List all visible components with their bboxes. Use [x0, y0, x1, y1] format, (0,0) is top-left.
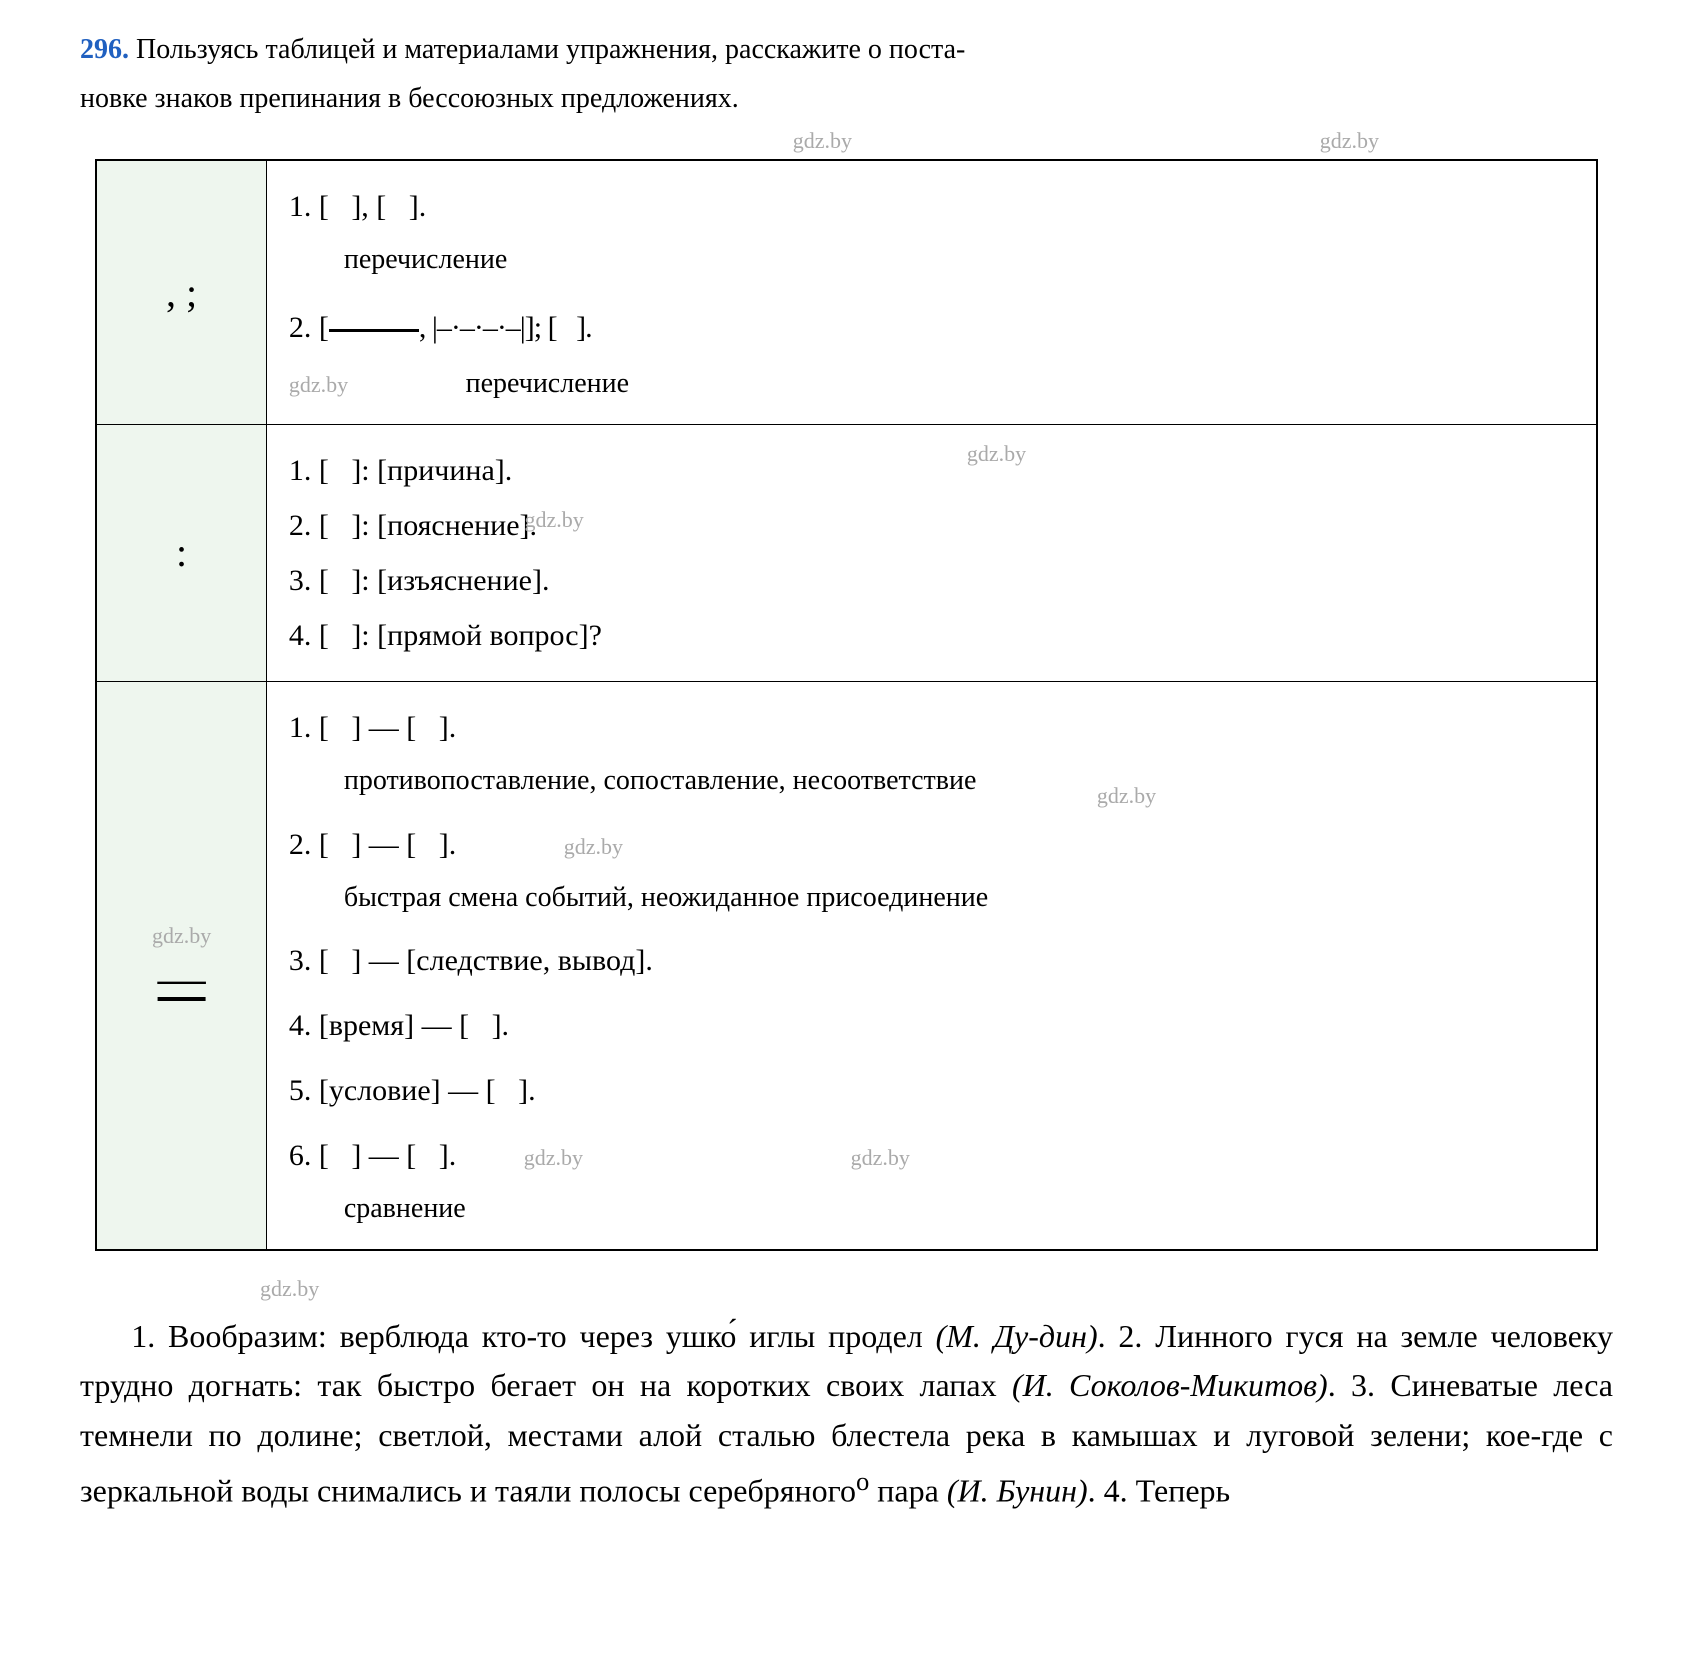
rules-cell-3: 1. [ ] — [ ]. противопоставление, сопост…: [266, 681, 1596, 1249]
exercise-text-line1: Пользуясь таблицей и материалами упражне…: [136, 34, 965, 65]
watermark: gdz.by: [260, 1276, 319, 1301]
watermark: gdz.by: [1097, 777, 1156, 814]
citation: (И. Бунин): [947, 1472, 1088, 1508]
watermark: gdz.by: [564, 834, 623, 859]
citation: (И. Соколов-Микитов): [1012, 1367, 1328, 1403]
watermark-row-mid: gdz.by: [260, 1276, 1613, 1302]
superscript: о: [856, 1466, 869, 1496]
reading-part: 1. Вообразим: верблюда кто-то через ушко…: [131, 1318, 935, 1354]
table-row: : 1. [ ]: [причина]. gdz.by 2. [ ]: [поя…: [96, 424, 1596, 681]
table-row: gdz.by — 1. [ ] — [ ]. противопоставлени…: [96, 681, 1596, 1249]
symbol-cell-comma: , ;: [96, 160, 266, 424]
schema-line: 1. [ ] — [ ].: [289, 702, 1574, 753]
exercise-header: 296. Пользуясь таблицей и материалами уп…: [80, 30, 1613, 69]
schema-label: перечисление: [466, 368, 629, 399]
schema-line: 1. [ ]: [причина]. gdz.by: [289, 445, 1574, 496]
schema-label: противопоставление, сопоставление, несоо…: [344, 757, 1574, 805]
symbol-cell-dash: gdz.by —: [96, 681, 266, 1249]
schema-label: перечисление: [344, 236, 1574, 284]
reading-part: . 4. Теперь: [1088, 1472, 1230, 1508]
watermark: gdz.by: [524, 1145, 583, 1170]
schema-line: 2. [ , |–·–·–·–|]; [ ].: [289, 302, 1574, 353]
schema-line: 2. [ ] — [ ]. gdz.by: [289, 819, 1574, 870]
schema-line: 4. [время] — [ ].: [289, 1000, 1574, 1051]
watermark: gdz.by: [119, 923, 244, 949]
dash-symbol: —: [158, 952, 206, 1005]
schema-line: 3. [ ] — [следствие, вывод].: [289, 935, 1574, 986]
schema-line: 5. [условие] — [ ].: [289, 1065, 1574, 1116]
watermark: gdz.by: [967, 435, 1026, 472]
symbol-cell-colon: :: [96, 424, 266, 681]
reading-passage: 1. Вообразим: верблюда кто-то через ушко…: [80, 1312, 1613, 1516]
schema-label: сравнение: [344, 1185, 1574, 1233]
schema-line: 4. [ ]: [прямой вопрос]?: [289, 610, 1574, 661]
underline-segment: [329, 329, 419, 332]
schema-line: 1. [ ], [ ].: [289, 181, 1574, 232]
watermark: gdz.by: [289, 372, 348, 397]
schema-line: 3. [ ]: [изъяснение].: [289, 555, 1574, 606]
schema-prefix: 2. [: [289, 311, 329, 344]
watermark-row-top: x gdz.by gdz.by: [80, 128, 1613, 154]
schema-line: 6. [ ] — [ ]. gdz.by gdz.by: [289, 1130, 1574, 1181]
reading-part: пара: [869, 1472, 947, 1508]
rules-cell-1: 1. [ ], [ ]. перечисление 2. [ , |–·–·–·–…: [266, 160, 1596, 424]
schema-line: 2. [ ]: [пояснение]. gdz.by: [289, 500, 1574, 551]
watermark: gdz.by: [851, 1145, 910, 1170]
rules-cell-2: 1. [ ]: [причина]. gdz.by 2. [ ]: [поясн…: [266, 424, 1596, 681]
citation: (М. Ду-дин): [936, 1318, 1098, 1354]
schema-label: быстрая смена событий, неожиданное присо…: [344, 874, 1574, 922]
exercise-header-line2: новке знаков препинания в бессоюзных пре…: [80, 79, 1613, 118]
watermark: gdz.by: [793, 128, 852, 154]
table-row: , ; 1. [ ], [ ]. перечисление 2. [ , |–·–…: [96, 160, 1596, 424]
label-row: gdz.by перечисление: [289, 357, 1574, 408]
schema-suffix: , |–·–·–·–|]; [ ].: [419, 311, 592, 344]
watermark: gdz.by: [525, 507, 584, 532]
punctuation-table: , ; 1. [ ], [ ]. перечисление 2. [ , |–·–…: [95, 159, 1597, 1250]
watermark: gdz.by: [1320, 128, 1379, 154]
exercise-number: 296.: [80, 34, 129, 65]
